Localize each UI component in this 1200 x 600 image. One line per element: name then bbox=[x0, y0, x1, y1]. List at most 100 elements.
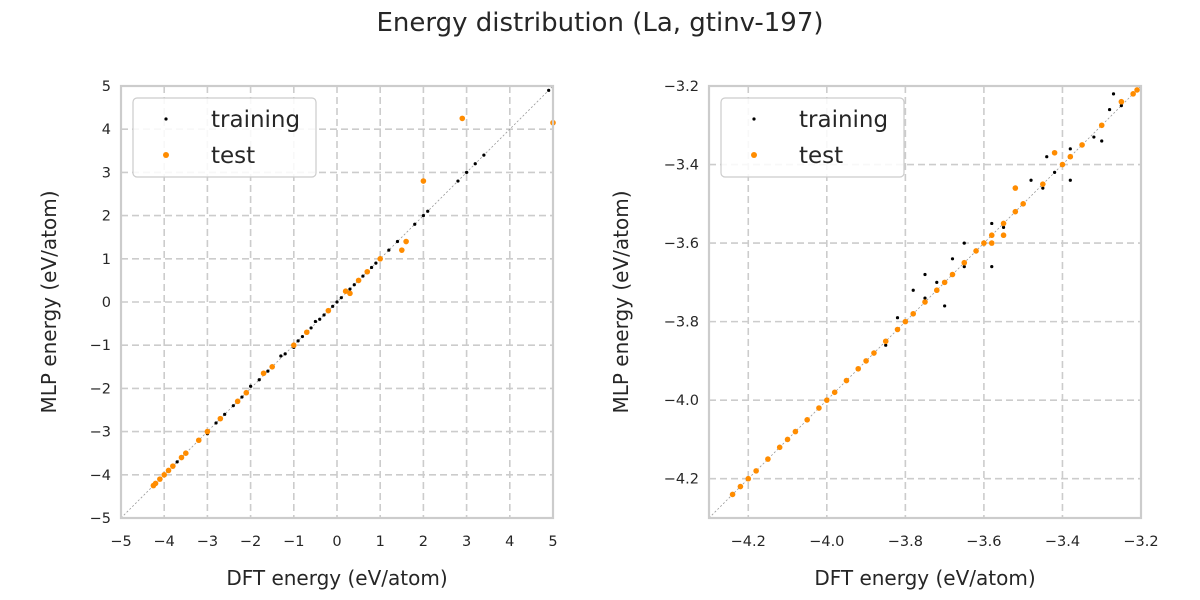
panel1-training-point bbox=[283, 352, 287, 356]
panel2-test-point bbox=[1130, 91, 1136, 97]
panel2-y-tick-label: −4.0 bbox=[664, 393, 699, 409]
panel1-test-point bbox=[355, 277, 362, 284]
panel1-training-point bbox=[473, 162, 477, 166]
panel2-training-point bbox=[923, 272, 927, 277]
panel2-training-point bbox=[990, 221, 994, 226]
panel1-training-point bbox=[335, 300, 339, 304]
panel1-x-tick-label: −3 bbox=[197, 534, 218, 550]
panel1-test-point bbox=[291, 342, 297, 349]
panel2-legend-label-training: training bbox=[799, 107, 888, 133]
panel1-legend-label-training: training bbox=[211, 107, 300, 133]
panel1-x-tick-label: −5 bbox=[110, 534, 131, 550]
panel1-y-tick-label: 1 bbox=[102, 252, 111, 268]
panel2-test-point bbox=[894, 326, 901, 333]
panel1-y-tick-label: 4 bbox=[102, 122, 111, 138]
panel1-training-point bbox=[257, 378, 261, 382]
panel1-y-tick-label: −3 bbox=[90, 425, 111, 441]
panel2-test-point bbox=[902, 318, 909, 325]
figure-title: Energy distribution (La, gtinv-197) bbox=[376, 8, 824, 38]
panel1-test-point bbox=[347, 290, 353, 297]
panel2-training-point bbox=[1107, 107, 1112, 112]
panel1-test-point bbox=[377, 255, 384, 262]
panel2-test-point bbox=[882, 338, 889, 345]
panel2-training-point bbox=[923, 296, 927, 300]
panel2-y-tick-label: −4.2 bbox=[664, 472, 699, 488]
panel1-training-point bbox=[421, 214, 425, 218]
panel1-y-tick-label: 3 bbox=[102, 165, 111, 181]
panel1-training-point bbox=[361, 274, 365, 278]
panel1-training-point bbox=[309, 326, 313, 330]
panel1-training-point bbox=[339, 296, 343, 300]
panel2-training-point bbox=[1092, 135, 1096, 139]
panel2-training-point bbox=[895, 316, 900, 320]
panel1-training-point bbox=[456, 179, 460, 183]
panel2-test-point bbox=[1079, 142, 1085, 148]
panel2-test-point bbox=[1059, 161, 1066, 168]
panel1-y-tick-label: 0 bbox=[102, 295, 111, 311]
panel2-test-point bbox=[1067, 153, 1074, 160]
panel2-x-tick-label: −3.8 bbox=[888, 534, 923, 550]
panel2-test-point bbox=[1000, 220, 1007, 227]
panel1-training-point bbox=[387, 248, 391, 252]
panel1-test-point bbox=[459, 115, 466, 122]
panel1-legend-marker-test bbox=[163, 152, 169, 158]
panel1-training-point bbox=[547, 88, 551, 92]
panel1-training-point bbox=[249, 384, 253, 388]
panel2-training-point bbox=[943, 304, 947, 308]
panel2-test-point bbox=[988, 232, 995, 239]
panel2-test-point bbox=[988, 240, 995, 246]
panel1-test-point bbox=[195, 437, 202, 444]
panel2-test-point bbox=[804, 417, 810, 423]
panel2-training-point bbox=[911, 288, 915, 292]
panel1-y-tick-label: −2 bbox=[90, 381, 111, 397]
panel2-test-point bbox=[910, 310, 917, 317]
panel1-x-tick-label: 0 bbox=[332, 534, 341, 550]
panel2-test-point bbox=[922, 299, 928, 305]
panel1-test-point bbox=[170, 463, 176, 469]
panel1-training-point bbox=[296, 339, 300, 343]
panel2-training-point bbox=[1001, 225, 1006, 229]
panel1-test-point bbox=[157, 476, 163, 482]
panel1-training-point bbox=[374, 261, 378, 265]
panel1-x-tick-label: −2 bbox=[240, 534, 261, 550]
panel1-test-point bbox=[325, 307, 332, 314]
panel2-legend-box bbox=[720, 97, 905, 178]
panel1-test-point bbox=[364, 268, 371, 275]
panel2-test-point bbox=[1012, 185, 1019, 191]
panel2-test-point bbox=[824, 397, 830, 403]
panel1-test-point bbox=[234, 398, 241, 405]
panel1-training-point bbox=[413, 222, 417, 226]
panel2-training-point bbox=[1119, 104, 1123, 108]
panel2-training-point bbox=[1068, 178, 1072, 182]
panel2-y-tick-label: −3.6 bbox=[664, 236, 699, 252]
panel2-training-point bbox=[884, 343, 888, 347]
panel1-training-point bbox=[352, 283, 356, 287]
panel1-test-point bbox=[399, 247, 405, 253]
panel1-test-point bbox=[420, 178, 427, 184]
panel2-test-point bbox=[765, 456, 771, 462]
panel1-training-point bbox=[175, 460, 179, 464]
panel1-test-point bbox=[243, 389, 250, 396]
panel2-training-point bbox=[962, 241, 966, 245]
panel1-y-axis-label: MLP energy (eV/atom) bbox=[37, 190, 61, 413]
panel1-training-point bbox=[348, 287, 352, 291]
panel1-x-tick-label: 4 bbox=[505, 534, 514, 550]
panel1-axes-frame bbox=[119, 84, 555, 520]
panel1-y-tick-label: −4 bbox=[90, 468, 111, 484]
panel2-training-point bbox=[1041, 186, 1045, 190]
panel1-test-point bbox=[204, 428, 211, 435]
panel2-test-point bbox=[973, 248, 979, 254]
panel2-test-point bbox=[1040, 181, 1046, 187]
panel1-y-tick-label: −5 bbox=[90, 511, 111, 527]
panel1-training-point bbox=[300, 334, 305, 339]
panel2-test-point bbox=[729, 491, 736, 498]
panel2-test-point bbox=[776, 444, 783, 451]
panel2-training-point bbox=[1068, 147, 1072, 151]
panel1-test-point bbox=[152, 480, 159, 487]
panel2-x-tick-label: −3.6 bbox=[966, 534, 1001, 550]
panel2-test-point bbox=[831, 389, 838, 396]
panel1-training-point bbox=[318, 317, 322, 321]
panel2-training-point bbox=[1053, 170, 1057, 174]
panel1-x-tick-label: −4 bbox=[154, 534, 175, 550]
panel2-legend: training test bbox=[720, 97, 905, 178]
